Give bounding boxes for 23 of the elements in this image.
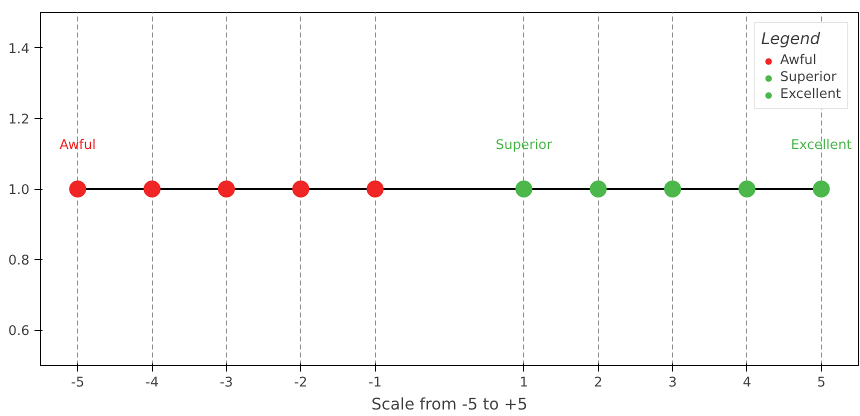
y-tick-label: 0.8 — [8, 254, 30, 269]
x-tick-label: -1 — [368, 376, 382, 390]
legend-label: Awful — [780, 53, 816, 68]
y-tick-label: 1.2 — [8, 112, 30, 128]
x-tick-label: 1 — [520, 376, 528, 390]
x-tick-label: 4 — [742, 376, 752, 390]
x-tick-label: -3 — [220, 376, 234, 390]
x-tick-label: -4 — [145, 376, 159, 390]
legend-label: Excellent — [780, 87, 841, 102]
x-tick-label: -2 — [294, 376, 308, 390]
x-tick-label: 3 — [668, 376, 677, 390]
x-tick-label: 2 — [594, 376, 602, 390]
annotation: Awful — [60, 138, 96, 153]
x-tick-label: -5 — [71, 376, 84, 390]
y-tick-label: 1.4 — [8, 42, 30, 57]
legend-label: Superior — [780, 70, 836, 85]
y-tick-label: 0.6 — [8, 324, 30, 340]
x-tick-label: 5 — [817, 376, 826, 390]
annotation: Excellent — [790, 138, 852, 153]
annotation: Superior — [496, 138, 553, 153]
x-axis-title: Scale from -5 to +5 — [371, 394, 528, 414]
y-tick-label: 1.0 — [8, 183, 30, 198]
legend-title: Legend — [761, 29, 822, 48]
